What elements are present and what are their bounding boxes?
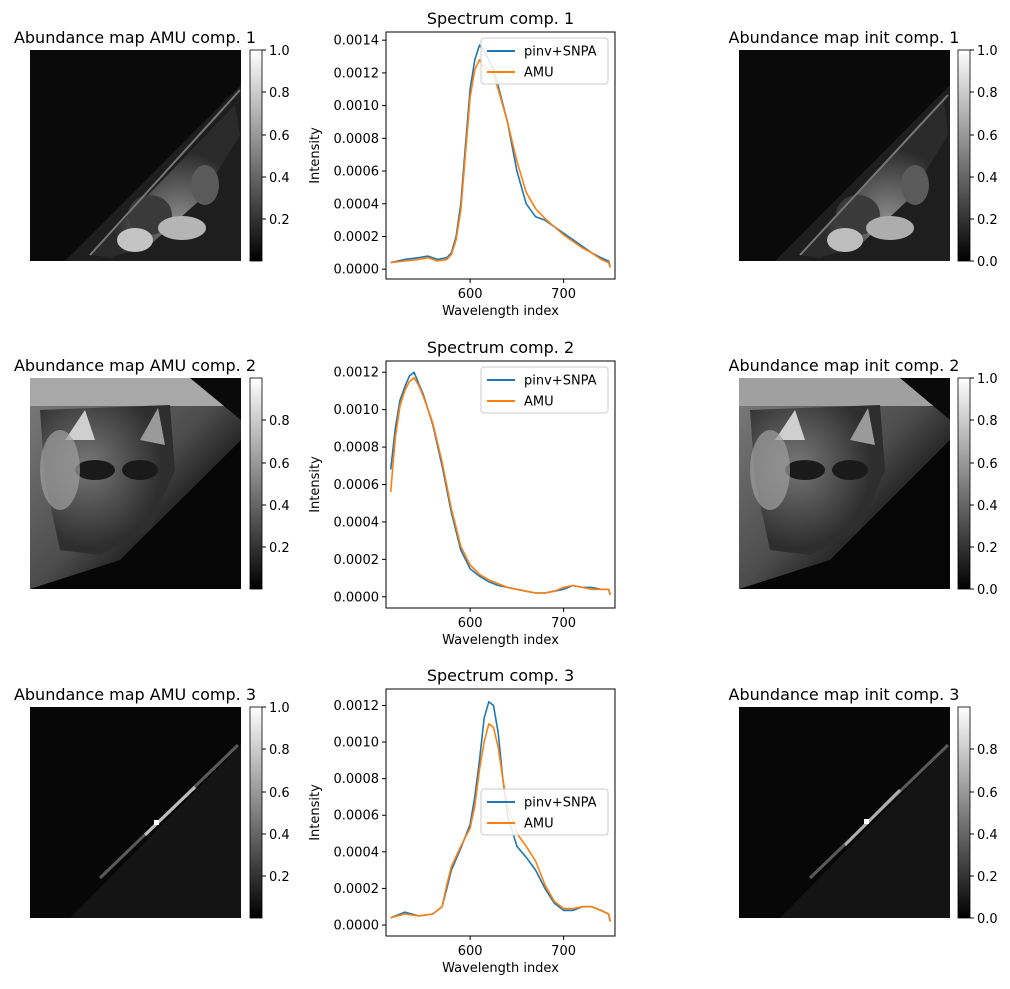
colorbar-tick: 0.4 <box>977 828 998 843</box>
y-tick-label: 0.0008 <box>334 132 380 147</box>
spectrum-title: Spectrum comp. 3 <box>427 666 574 685</box>
y-tick-label: 0.0012 <box>334 66 380 81</box>
y-tick-label: 0.0006 <box>334 809 380 824</box>
spectrum-plot-2: Spectrum comp. 2 0.0000 0.0002 0.0004 0.0006… <box>308 338 616 648</box>
y-axis-label: Intensity <box>308 127 323 184</box>
colorbar-init-1 <box>957 49 971 262</box>
abundance-map-amu-title-1: Abundance map AMU comp. 1 <box>14 28 256 47</box>
colorbar-tick: 0.6 <box>269 129 290 144</box>
abundance-map-amu-title-2: Abundance map AMU comp. 2 <box>14 356 256 375</box>
x-axis-label: Wavelength index <box>442 961 559 976</box>
colorbar-tick: 0.0 <box>977 583 998 598</box>
colorbar-tick: 0.8 <box>269 743 290 758</box>
legend-label: AMU <box>524 66 554 81</box>
y-tick-label: 0.0008 <box>334 441 380 456</box>
abundance-map-init-title-3: Abundance map init comp. 3 <box>729 685 960 704</box>
colorbar-tick: 1.0 <box>269 701 290 716</box>
abundance-map-init-title-2: Abundance map init comp. 2 <box>729 356 960 375</box>
y-tick-label: 0.0006 <box>334 165 380 180</box>
colorbar-init-2 <box>957 377 971 590</box>
colorbar-amu-3 <box>249 706 263 919</box>
series-line-amu <box>389 376 612 596</box>
y-tick-label: 0.0004 <box>334 515 380 530</box>
colorbar-tick: 0.8 <box>269 86 290 101</box>
y-tick-label: 0.0000 <box>334 590 380 605</box>
colorbar-tick: 0.2 <box>269 213 290 228</box>
colorbar-tick: 0.4 <box>269 171 290 186</box>
x-axis-label: Wavelength index <box>442 633 559 648</box>
abundance-map-init-2 <box>739 378 950 589</box>
spectrum-title: Spectrum comp. 1 <box>427 9 574 28</box>
colorbar-tick: 0.2 <box>977 541 998 556</box>
y-tick-label: 0.0002 <box>334 230 380 245</box>
colorbar-tick: 0.6 <box>269 457 290 472</box>
colorbar-tick: 0.2 <box>977 870 998 885</box>
y-tick-label: 0.0008 <box>334 772 380 787</box>
spectrum-plot-1: Spectrum comp. 1 0.0000 0.0002 0.0004 0.0006… <box>308 9 616 319</box>
y-tick-label: 0.0000 <box>334 263 380 278</box>
x-tick-label: 600 <box>458 287 483 302</box>
colorbar-tick: 0.2 <box>269 870 290 885</box>
abundance-map-init-title-1: Abundance map init comp. 1 <box>729 28 960 47</box>
colorbar-tick: 1.0 <box>977 372 998 387</box>
abundance-map-amu-title-3: Abundance map AMU comp. 3 <box>14 685 256 704</box>
legend-label: AMU <box>524 395 554 410</box>
spectrum-plot-3: Spectrum comp. 3 0.0000 0.0002 0.0004 0.0006… <box>308 666 616 976</box>
colorbar-tick: 0.2 <box>977 213 998 228</box>
x-tick-label: 600 <box>458 944 483 959</box>
colorbar-tick: 0.8 <box>977 743 998 758</box>
abundance-map-amu-3 <box>30 707 241 918</box>
colorbar-tick: 0.6 <box>977 457 998 472</box>
x-axis-label: Wavelength index <box>442 304 559 319</box>
colorbar-tick: 0.0 <box>977 255 998 270</box>
colorbar-tick: 1.0 <box>269 44 290 59</box>
abundance-map-init-1 <box>739 50 950 261</box>
colorbar-tick: 0.6 <box>977 786 998 801</box>
abundance-map-init-3 <box>739 707 950 918</box>
colorbar-tick: 0.4 <box>977 499 998 514</box>
colorbar-tick: 0.0 <box>977 912 998 927</box>
y-tick-label: 0.0004 <box>334 197 380 212</box>
abundance-map-amu-1 <box>30 50 241 261</box>
y-axis-label: Intensity <box>308 456 323 513</box>
x-tick-label: 600 <box>458 616 483 631</box>
legend-label: pinv+SNPA <box>524 796 597 811</box>
y-tick-label: 0.0010 <box>334 99 380 114</box>
y-tick-label: 0.0002 <box>334 553 380 568</box>
colorbar-init-3 <box>957 706 971 919</box>
y-tick-label: 0.0002 <box>334 882 380 897</box>
y-tick-label: 0.0012 <box>334 699 380 714</box>
x-tick-label: 700 <box>551 616 576 631</box>
spectrum-title: Spectrum comp. 2 <box>427 338 574 357</box>
abundance-map-amu-2 <box>30 378 241 589</box>
y-tick-label: 0.0010 <box>334 403 380 418</box>
colorbar-tick: 1.0 <box>977 44 998 59</box>
x-tick-label: 700 <box>551 287 576 302</box>
legend-label: AMU <box>524 817 554 832</box>
y-tick-label: 0.0014 <box>334 34 380 49</box>
colorbar-tick: 0.6 <box>977 129 998 144</box>
y-tick-label: 0.0012 <box>334 366 380 381</box>
y-axis-label: Intensity <box>308 784 323 841</box>
y-tick-label: 0.0010 <box>334 736 380 751</box>
legend-label: pinv+SNPA <box>524 45 597 60</box>
colorbar-tick: 0.2 <box>269 541 290 556</box>
y-tick-label: 0.0000 <box>334 919 380 934</box>
colorbar-tick: 0.4 <box>269 828 290 843</box>
colorbar-tick: 0.8 <box>977 86 998 101</box>
legend-label: pinv+SNPA <box>524 374 597 389</box>
y-tick-label: 0.0006 <box>334 478 380 493</box>
colorbar-tick: 0.8 <box>269 414 290 429</box>
colorbar-tick: 0.4 <box>269 499 290 514</box>
colorbar-amu-2 <box>249 377 263 590</box>
colorbar-tick: 0.8 <box>977 414 998 429</box>
series-line-amu <box>390 722 612 922</box>
colorbar-amu-1 <box>249 49 263 262</box>
y-tick-label: 0.0004 <box>334 845 380 860</box>
colorbar-tick: 0.4 <box>977 171 998 186</box>
colorbar-tick: 0.6 <box>269 786 290 801</box>
x-tick-label: 700 <box>551 944 576 959</box>
